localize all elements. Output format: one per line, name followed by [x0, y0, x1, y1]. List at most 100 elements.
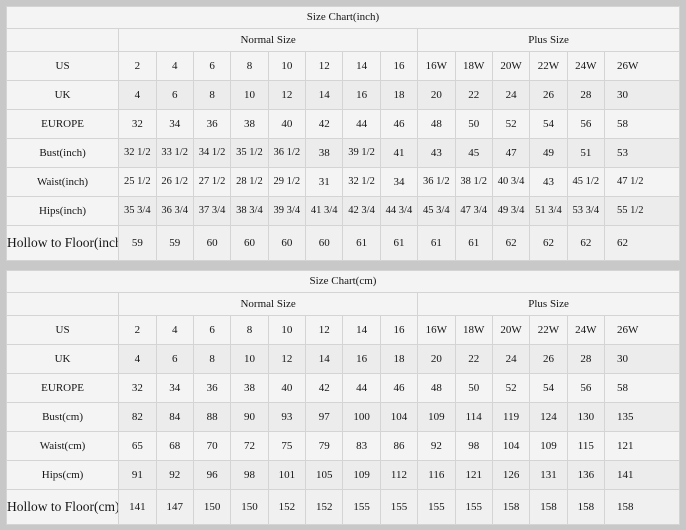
table-cell: 109	[529, 431, 568, 461]
table-cell: 47 3/4	[454, 196, 493, 226]
table-cell: 105	[304, 460, 344, 490]
table-cell: 54	[529, 373, 568, 403]
table-cell: 51	[566, 138, 606, 168]
table-cell: 16	[379, 315, 419, 345]
table-cell: 60	[192, 225, 232, 261]
table-cell: 92	[155, 460, 194, 490]
table-row: EUROPE 32 34 36 38 40 42 44 46 48 50 52 54 56 58	[5, 109, 680, 139]
table-cell: 6	[155, 80, 194, 110]
table-cell: 36	[192, 109, 232, 139]
table-cell: 109	[417, 402, 456, 432]
table-cell: 24W	[566, 51, 606, 81]
table-cell: 98	[454, 431, 493, 461]
row-label: Waist(cm)	[5, 431, 120, 461]
table-cell: 12	[304, 51, 344, 81]
table-cell: 50	[454, 109, 493, 139]
table-cell: 45	[454, 138, 493, 168]
group-header-plus-size: Plus Size	[417, 28, 680, 52]
table-row: UK 4 6 8 10 12 14 16 18 20 22 24 26 28 30	[5, 80, 680, 110]
table-row: Waist(cm) 65 68 70 72 75 79 83 86 92 98 104 109 115 12…	[5, 431, 680, 461]
table-cell: 45 3/4	[417, 196, 456, 226]
table-cell: 47	[491, 138, 531, 168]
table-cell: 32 1/2	[118, 138, 157, 168]
size-chart-cm-table: Size Chart(cm) Normal Size Plus Size US 2 4 6 8…	[5, 270, 680, 525]
table-cell: 39 1/2	[342, 138, 381, 168]
table-cell: 12	[304, 315, 344, 345]
table-cell: 38	[230, 109, 269, 139]
table-cell: 12	[267, 80, 307, 110]
table-row: Hollow to Floor(inch) 59 59 60 60 60 60 61 61 61 6…	[5, 225, 680, 261]
table-cell: 24	[491, 80, 531, 110]
table-cell: 22W	[529, 51, 568, 81]
table-cell: 114	[454, 402, 493, 432]
table-cell: 32	[118, 109, 157, 139]
table-cell: 112	[379, 460, 419, 490]
table-cell: 34	[379, 167, 419, 197]
table-cell: 26 1/2	[155, 167, 194, 197]
row-label: US	[5, 315, 120, 345]
table-cell: 37 3/4	[192, 196, 232, 226]
table-cell: 126	[491, 460, 531, 490]
table-cell: 104	[379, 402, 419, 432]
table-cell: 40	[267, 373, 307, 403]
table-cell: 52	[491, 373, 531, 403]
table-cell: 150	[192, 489, 232, 525]
table-cell: 20W	[491, 315, 531, 345]
table-cell: 45 1/2	[566, 167, 606, 197]
table-cell: 59	[118, 225, 157, 261]
table-cell: 61	[454, 225, 493, 261]
table-cell: 131	[529, 460, 568, 490]
table-row: UK 4 6 8 10 12 14 16 18 20 22 24 26 28 30	[5, 344, 680, 374]
table-cell: 38 3/4	[230, 196, 269, 226]
group-header-row: Normal Size Plus Size	[5, 28, 680, 52]
chart-title-row: Size Chart(cm)	[6, 270, 680, 293]
table-cell: 96	[192, 460, 232, 490]
table-cell: 22	[454, 344, 493, 374]
table-cell: 16	[379, 51, 419, 81]
table-cell: 68	[155, 431, 194, 461]
table-cell: 121	[454, 460, 493, 490]
chart-title: Size Chart(inch)	[6, 6, 680, 29]
table-cell: 28	[566, 80, 606, 110]
table-cell: 32	[118, 373, 157, 403]
table-cell: 34 1/2	[192, 138, 232, 168]
table-cell: 158	[604, 489, 680, 525]
table-cell: 75	[267, 431, 307, 461]
table-cell: 141	[604, 460, 680, 490]
table-cell: 121	[604, 431, 680, 461]
table-cell: 147	[155, 489, 194, 525]
table-cell: 116	[417, 460, 456, 490]
row-label: Hips(inch)	[5, 196, 120, 226]
table-cell: 39 3/4	[267, 196, 307, 226]
table-cell: 141	[118, 489, 157, 525]
row-label: Hollow to Floor(inch)	[5, 225, 120, 261]
size-chart-inch-table: Size Chart(inch) Normal Size Plus Size US 2 4…	[5, 6, 680, 261]
table-cell: 10	[230, 344, 269, 374]
table-cell: 18W	[454, 315, 493, 345]
table-cell: 4	[155, 51, 194, 81]
table-cell: 55 1/2	[604, 196, 680, 226]
table-cell: 46	[379, 109, 419, 139]
table-cell: 16	[342, 344, 381, 374]
table-cell: 8	[230, 315, 269, 345]
table-cell: 12	[267, 344, 307, 374]
table-cell: 18	[379, 344, 419, 374]
table-cell: 54	[529, 109, 568, 139]
table-cell: 6	[192, 51, 232, 81]
table-cell: 152	[304, 489, 344, 525]
size-chart-cm-block: Size Chart(cm) Normal Size Plus Size US 2 4 6 8…	[5, 270, 680, 525]
table-cell: 44 3/4	[379, 196, 419, 226]
group-header-plus-size: Plus Size	[417, 292, 680, 316]
table-cell: 44	[342, 109, 381, 139]
row-label: UK	[5, 80, 120, 110]
table-cell: 79	[304, 431, 344, 461]
row-label: US	[5, 51, 120, 81]
table-cell: 10	[267, 315, 307, 345]
row-label: Bust(inch)	[5, 138, 120, 168]
table-cell: 38	[230, 373, 269, 403]
table-cell: 35 3/4	[118, 196, 157, 226]
table-cell: 130	[566, 402, 606, 432]
table-cell: 158	[491, 489, 531, 525]
table-cell: 42	[304, 109, 344, 139]
